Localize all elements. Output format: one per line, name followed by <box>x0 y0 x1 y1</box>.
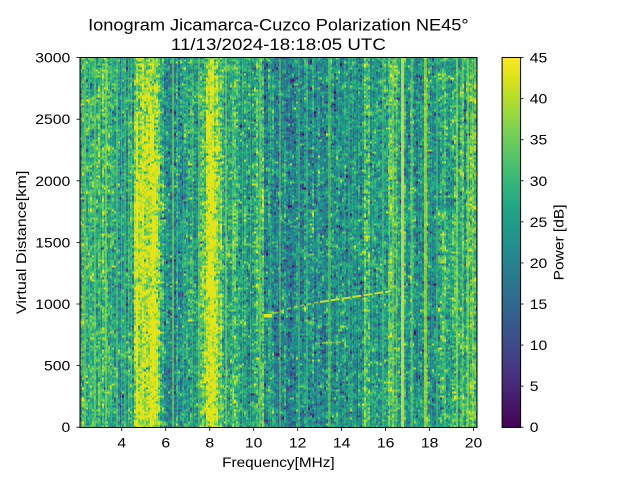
svg-text:1500: 1500 <box>35 234 70 250</box>
svg-text:Virtual Distance[km]: Virtual Distance[km] <box>13 171 29 314</box>
svg-text:10: 10 <box>245 434 263 450</box>
svg-text:Power [dB]: Power [dB] <box>551 204 567 280</box>
svg-text:4: 4 <box>117 434 126 450</box>
svg-text:30: 30 <box>530 173 548 189</box>
svg-text:16: 16 <box>377 434 395 450</box>
svg-text:500: 500 <box>44 358 70 374</box>
svg-text:11/13/2024-18:18:05 UTC: 11/13/2024-18:18:05 UTC <box>171 35 386 54</box>
svg-text:35: 35 <box>530 132 548 148</box>
svg-text:20: 20 <box>465 434 483 450</box>
svg-text:2500: 2500 <box>35 111 70 127</box>
svg-text:3000: 3000 <box>35 50 70 66</box>
svg-text:Ionogram Jicamarca-Cuzco Polar: Ionogram Jicamarca-Cuzco Polarization NE… <box>88 16 469 35</box>
svg-text:25: 25 <box>530 214 548 230</box>
svg-text:8: 8 <box>205 434 214 450</box>
svg-text:15: 15 <box>530 296 548 312</box>
svg-text:Frequency[MHz]: Frequency[MHz] <box>222 454 335 470</box>
svg-text:5: 5 <box>530 378 539 394</box>
svg-text:20: 20 <box>530 255 548 271</box>
svg-text:40: 40 <box>530 91 548 107</box>
svg-text:12: 12 <box>289 434 307 450</box>
svg-text:6: 6 <box>161 434 170 450</box>
svg-text:14: 14 <box>333 434 351 450</box>
svg-text:0: 0 <box>530 419 539 435</box>
svg-text:45: 45 <box>530 50 548 66</box>
svg-text:1000: 1000 <box>35 296 70 312</box>
svg-text:2000: 2000 <box>35 173 70 189</box>
svg-text:18: 18 <box>421 434 439 450</box>
svg-text:0: 0 <box>62 419 71 435</box>
svg-text:10: 10 <box>530 337 548 353</box>
